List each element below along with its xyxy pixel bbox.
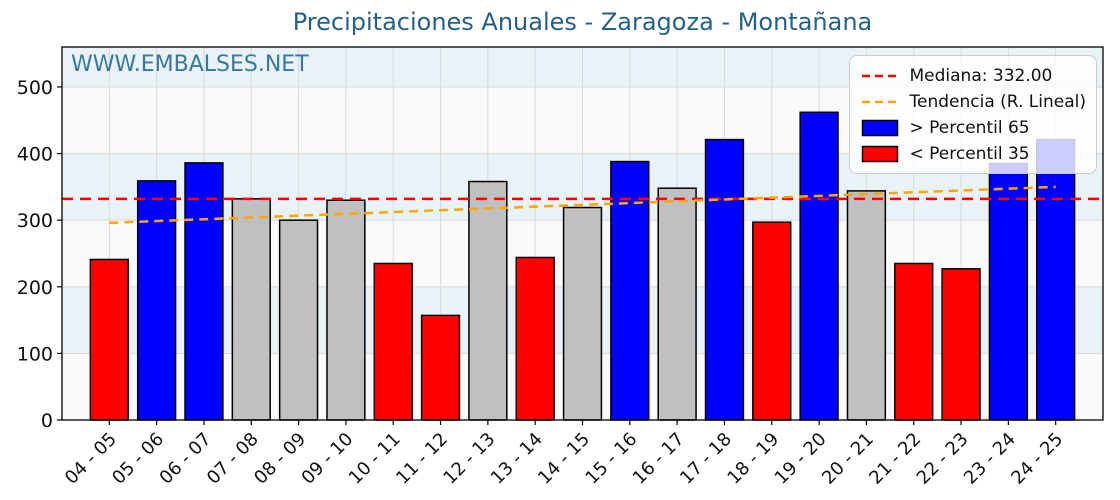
y-tick-label: 400 <box>17 144 53 166</box>
x-tick-label: 22 - 23 <box>913 429 973 489</box>
bar-20-21 <box>846 190 887 421</box>
bar-04-05 <box>89 258 129 421</box>
x-tick-label: 24 - 25 <box>1007 429 1067 489</box>
x-tick-label: 19 - 20 <box>771 429 831 489</box>
bar-16-17 <box>657 187 697 421</box>
y-axis: 0 100 200 300 400 500 <box>17 77 62 432</box>
x-tick-label: 18 - 19 <box>723 429 783 489</box>
x-tick-label: 23 - 24 <box>960 429 1020 489</box>
x-tick-label: 10 - 11 <box>345 429 405 489</box>
bar-06-07 <box>184 162 224 421</box>
bar-23-24 <box>988 162 1029 421</box>
bar-08-09 <box>278 219 319 421</box>
x-tick-label: 11 - 12 <box>392 429 452 489</box>
red-bar-swatch-icon <box>861 145 898 162</box>
blue-bar-swatch-icon <box>861 119 898 136</box>
chart-title: Precipitaciones Anuales - Zaragoza - Mon… <box>292 8 873 36</box>
bar-10-11 <box>373 262 413 421</box>
bar-11-12 <box>420 314 461 421</box>
bar-07-08 <box>231 198 271 421</box>
x-tick-label: 08 - 09 <box>250 429 310 489</box>
trend-line <box>109 185 1056 225</box>
x-tick-label: 12 - 13 <box>439 429 499 489</box>
x-tick-label: 21 - 22 <box>865 429 925 489</box>
y-tick-label: 500 <box>17 77 53 99</box>
median-dashed-line-icon <box>861 74 898 77</box>
legend-item-p35: < Percentil 35 <box>861 141 1087 166</box>
x-tick-label: 17 - 18 <box>676 429 736 489</box>
bar-12-13 <box>468 180 508 421</box>
trend-dashed-line-icon <box>861 100 898 103</box>
x-tick-label: 09 - 10 <box>298 429 358 489</box>
y-tick-label: 0 <box>41 410 53 432</box>
bar-15-16 <box>610 160 650 421</box>
y-tick-label: 200 <box>17 277 53 299</box>
bar-14-15 <box>562 206 603 421</box>
legend-p35-label: < Percentil 35 <box>909 143 1030 164</box>
bar-21-22 <box>894 262 934 421</box>
bar-09-10 <box>326 199 366 421</box>
x-tick-label: 15 - 16 <box>581 429 641 489</box>
x-tick-label: 14 - 15 <box>534 429 594 489</box>
x-tick-label: 04 - 05 <box>61 429 121 489</box>
x-tick-label: 16 - 17 <box>629 429 689 489</box>
bar-18-19 <box>752 221 792 421</box>
x-tick-label: 05 - 06 <box>108 429 168 489</box>
x-tick-label: 06 - 07 <box>156 429 216 489</box>
legend-item-median: Mediana: 332.00 <box>861 63 1087 88</box>
legend-trend-label: Tendencia (R. Lineal) <box>909 91 1087 112</box>
legend-median-label: Mediana: 332.00 <box>909 65 1053 86</box>
x-tick-label: 13 - 14 <box>487 429 547 489</box>
y-tick-label: 300 <box>17 210 53 232</box>
x-tick-label: 07 - 08 <box>203 429 263 489</box>
legend-p65-label: > Percentil 65 <box>909 117 1030 138</box>
bar-22-23 <box>941 268 981 421</box>
legend-item-p65: > Percentil 65 <box>861 115 1087 140</box>
x-tick-label: 20 - 21 <box>818 429 878 489</box>
bar-24-25 <box>1036 138 1076 421</box>
bar-19-20 <box>799 111 839 421</box>
bar-17-18 <box>704 138 745 421</box>
bar-05-06 <box>136 180 177 421</box>
y-tick-label: 100 <box>17 343 53 365</box>
bar-13-14 <box>515 256 555 421</box>
watermark: WWW.EMBALSES.NET <box>71 52 309 77</box>
legend-item-trend: Tendencia (R. Lineal) <box>861 89 1087 114</box>
legend: Mediana: 332.00 Tendencia (R. Lineal) > … <box>848 55 1097 174</box>
